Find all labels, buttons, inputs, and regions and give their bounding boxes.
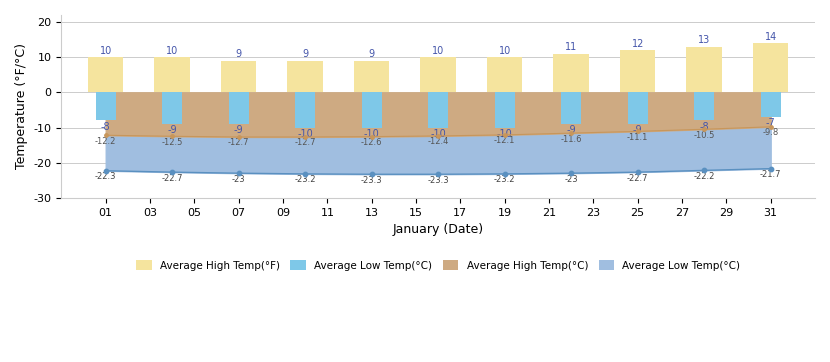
Text: 14: 14 (764, 32, 777, 42)
Bar (487, 57, 522, 92)
Bar (421, 57, 456, 92)
Text: -22.2: -22.2 (694, 172, 715, 181)
Point (697, 126, 710, 132)
Point (299, 134, 312, 140)
Point (166, 169, 179, 175)
Text: -10: -10 (297, 129, 313, 139)
Point (365, 171, 378, 177)
Point (631, 129, 644, 134)
Text: -23.2: -23.2 (494, 175, 515, 184)
Legend: Average High Temp(°F), Average Low Temp(°C), Average High Temp(°C), Average Low : Average High Temp(°F), Average Low Temp(… (132, 256, 745, 275)
Bar (162, 92, 183, 124)
Text: -8: -8 (700, 122, 709, 131)
Text: 12: 12 (632, 39, 644, 49)
Bar (95, 92, 115, 121)
Text: -10.5: -10.5 (694, 131, 715, 140)
Text: -22.7: -22.7 (627, 173, 648, 182)
Text: -12.7: -12.7 (295, 138, 316, 147)
Text: -10: -10 (364, 129, 379, 139)
Text: -23: -23 (232, 174, 246, 184)
Bar (428, 92, 448, 127)
Text: -23: -23 (564, 174, 578, 184)
Bar (495, 92, 515, 127)
Text: 9: 9 (369, 49, 375, 59)
Text: -22.7: -22.7 (162, 173, 183, 182)
Point (232, 134, 246, 140)
Text: -23.3: -23.3 (427, 176, 449, 185)
Point (432, 171, 445, 177)
Bar (686, 47, 722, 92)
Bar (154, 57, 190, 92)
Text: -9.8: -9.8 (763, 128, 779, 137)
Bar (287, 61, 323, 92)
Text: 9: 9 (302, 49, 308, 59)
Text: -12.5: -12.5 (162, 138, 183, 147)
Bar (753, 43, 788, 92)
Y-axis label: Temperature (°F/°C): Temperature (°F/°C) (15, 43, 28, 169)
Bar (620, 50, 656, 92)
Bar (229, 92, 249, 124)
Text: 10: 10 (166, 46, 178, 56)
Text: 10: 10 (499, 46, 510, 56)
Text: -12.1: -12.1 (494, 136, 515, 145)
Bar (88, 57, 124, 92)
X-axis label: January (Date): January (Date) (393, 223, 484, 236)
Point (99, 132, 112, 138)
Text: 13: 13 (698, 35, 710, 45)
Text: -9: -9 (566, 125, 576, 135)
Text: -11.1: -11.1 (627, 133, 648, 142)
Text: -9: -9 (632, 125, 642, 135)
Text: -23.3: -23.3 (361, 176, 383, 185)
Point (498, 132, 511, 138)
Point (564, 130, 578, 136)
Bar (554, 54, 589, 92)
Point (697, 168, 710, 173)
Bar (561, 92, 581, 124)
Text: 10: 10 (432, 46, 444, 56)
Point (232, 170, 246, 176)
Bar (221, 61, 256, 92)
Point (432, 133, 445, 139)
Bar (761, 92, 781, 117)
Text: -10: -10 (497, 129, 513, 139)
Text: 9: 9 (236, 49, 242, 59)
Point (764, 124, 778, 130)
Text: -9: -9 (168, 125, 177, 135)
Bar (627, 92, 647, 124)
Bar (295, 92, 315, 127)
Text: -7: -7 (766, 118, 775, 128)
Text: -11.6: -11.6 (560, 135, 582, 144)
Text: -12.4: -12.4 (427, 137, 449, 146)
Point (564, 170, 578, 176)
Text: -8: -8 (101, 122, 110, 131)
Text: 11: 11 (565, 42, 578, 52)
Text: -9: -9 (234, 125, 243, 135)
Point (299, 171, 312, 177)
Text: 10: 10 (100, 46, 112, 56)
Bar (362, 92, 382, 127)
Text: -23.2: -23.2 (295, 175, 316, 184)
Point (631, 169, 644, 175)
Bar (354, 61, 389, 92)
Text: -12.7: -12.7 (228, 138, 250, 147)
Point (166, 133, 179, 139)
Bar (694, 92, 714, 121)
Point (764, 166, 778, 172)
Point (365, 134, 378, 139)
Text: -12.2: -12.2 (95, 136, 116, 146)
Text: -21.7: -21.7 (760, 170, 781, 179)
Point (99, 168, 112, 174)
Point (498, 171, 511, 177)
Text: -22.3: -22.3 (95, 172, 116, 181)
Text: -10: -10 (430, 129, 446, 139)
Text: -12.6: -12.6 (361, 138, 383, 147)
